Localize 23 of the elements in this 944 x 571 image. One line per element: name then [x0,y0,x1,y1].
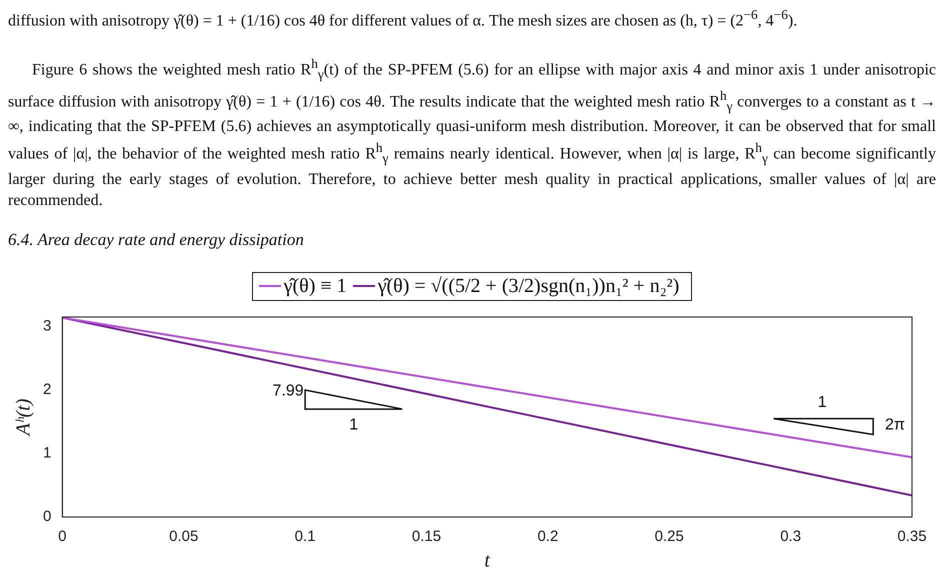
annotation: 2π [885,416,905,434]
annotation: 7.99 [272,382,304,400]
annotation: 1 [349,416,358,434]
text: Figure 6 shows the weighted mesh ratio R$^{h}$$_{γ}$(t) of the SP-PFEM (5.6) for an ellipse with major axis 4 and minor axis 1 under anisotropic surface diffusion with anisotropy γ̂(θ) = 1 + (1/16) cos 4θ. The results indicate that the weighted mesh ratio R$^{h}$$_{γ}$ converges to a constant as t → ∞, indicating that the SP-PFEM (5.6) achieves an asymptotically quasi-uniform mesh distribution. Moreover, it can be observed that for small values of |α|, the behavior of the weighted mesh ratio R$^{h}$$_{γ}$ remains nearly identical. However, when |α| is large, R$^{h}$$_{γ}$ can become significantly larger during the early stages of evolution. Therefore, to achieve better mesh quality in practical applications, smaller values of |α| are recommended. [8,56,936,209]
x-tick-label: 0.3 [780,528,802,546]
text: diffusion with anisotropy γ̂(θ) = 1 + (1/16) cos 4θ for different values of α. The mesh sizes are chosen as (h, τ) = (2$^{−6}$, 4$^{−6}$). [8,6,798,32]
y-axis-title: Aʰ(t) [12,398,34,438]
annotation: 1 [818,394,827,411]
x-tick-label: 0 [58,528,67,546]
chart-title: 6.4. Area decay rate and energy dissipation [8,228,305,250]
x-tick-label: 0.25 [654,528,684,546]
y-tick-label: 3 [43,318,52,335]
x-axis-title: t [484,549,490,571]
x-tick-label: 0.05 [169,528,198,546]
x-tick-label: 0.35 [897,528,927,546]
x-tick-label: 0.1 [294,528,316,546]
legend-label: γ̂(θ) ≡ 1 [284,274,347,298]
y-tick-label: 0 [43,508,52,526]
y-tick-label: 2 [43,381,52,398]
legend-label: γ̂(θ) = √((5/2 + (3/2)sgn(n₁))n₁² + n₂²) [378,274,680,298]
y-tick-label: 1 [43,444,52,462]
x-tick-label: 0.15 [412,528,442,546]
x-tick-label: 0.2 [537,528,558,546]
